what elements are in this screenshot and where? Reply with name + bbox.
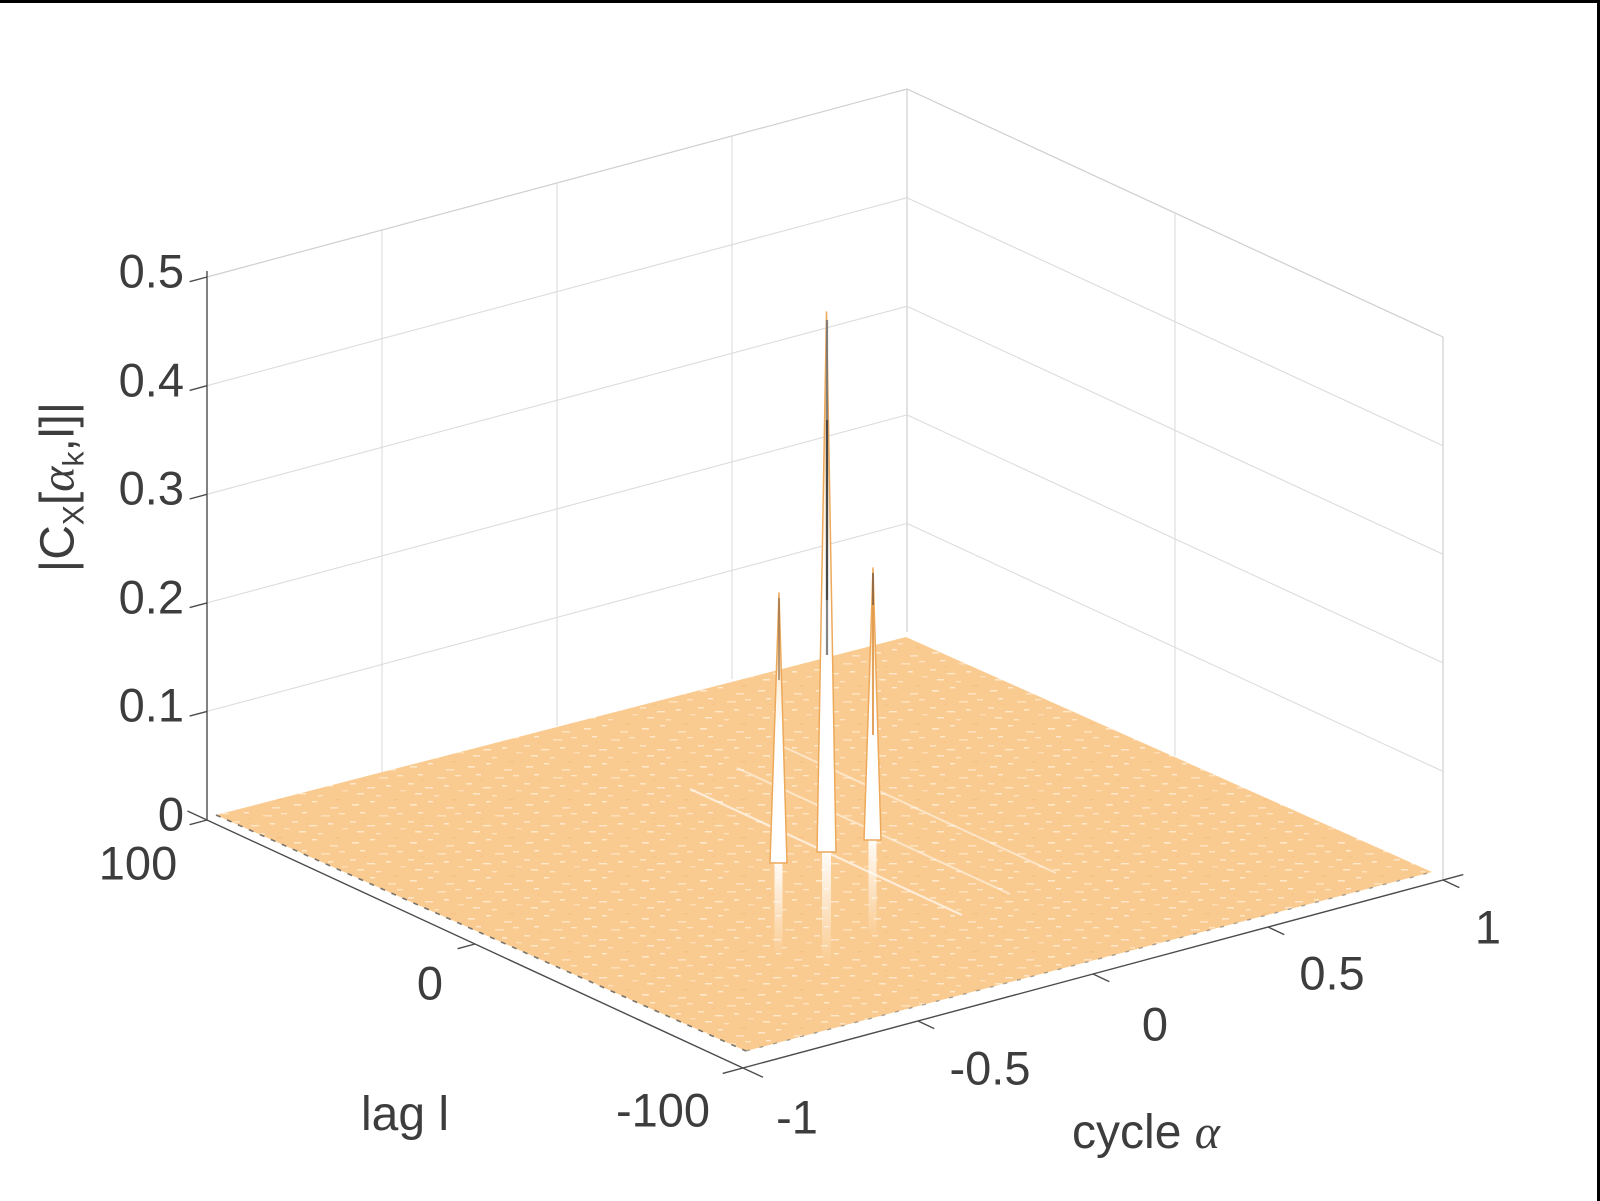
lag-tick-label: 100: [98, 836, 178, 890]
cycle-tick-label: 1: [1474, 900, 1502, 954]
spike-left: [769, 592, 788, 864]
z-tick-label: 0.1: [118, 678, 184, 732]
screenshot-border-right: [1597, 0, 1600, 1201]
axis-rulers: [187, 271, 1464, 1078]
cycle-tick-label: -1: [776, 1090, 818, 1144]
surface-front-right-edge: [745, 871, 1433, 1052]
lag-axis-line: [187, 810, 764, 1078]
cycle-axis-title: cycle α: [1072, 1106, 1220, 1159]
surface-front-left-edge: [215, 814, 747, 1052]
z-tick-label: 0.3: [118, 461, 184, 515]
lag-axis-title: lag l: [360, 1088, 450, 1141]
z-tick-label: 0: [157, 787, 184, 841]
cycle-tick-label: -0.5: [949, 1041, 1031, 1095]
lag-tick-label: 0: [416, 956, 444, 1010]
z-tick-label: 0.2: [118, 570, 184, 624]
spike-right: [863, 567, 882, 841]
spike-center: [816, 311, 837, 853]
plot-box-edges: [206, 88, 1444, 880]
cycle-tick-label: 0: [1141, 997, 1169, 1051]
z-tick-label: 0.4: [118, 353, 184, 407]
screenshot-border-top: [0, 0, 1600, 3]
lag-tick-label: -100: [615, 1083, 711, 1137]
z-axis-title: |CX[αk,l]|: [31, 401, 91, 573]
grid-lines: [206, 136, 1444, 773]
z-tick-label: 0.5: [118, 244, 184, 298]
cycle-tick-label: 0.5: [1299, 946, 1365, 1000]
